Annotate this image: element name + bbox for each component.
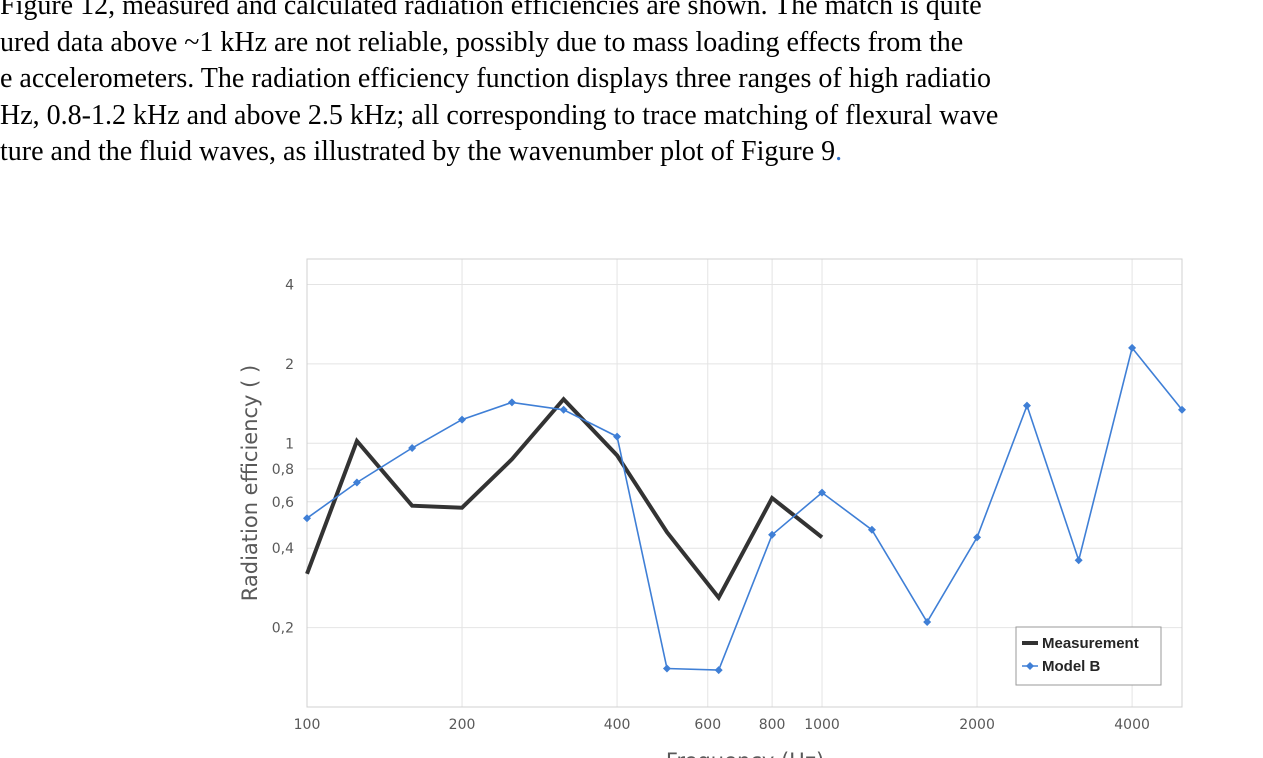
data-point-model-b-500: [662, 664, 671, 673]
y-tick-label-0-8: 0,8: [272, 462, 294, 478]
text-line-2: ured data above ~1 kHz are not reliable,…: [0, 26, 964, 58]
text-line-3: e accelerometers. The radiation efficien…: [0, 63, 992, 94]
x-tick-label-4000: 4000: [1114, 717, 1150, 733]
data-point-model-b-125: [352, 478, 361, 487]
data-point-model-b-1000: [818, 488, 827, 497]
text-line-4: Hz, 0.8-1.2 kHz and above 2.5 kHz; all c…: [0, 99, 999, 131]
legend-marker-model-b: [1026, 662, 1034, 670]
x-tick-label-400: 400: [604, 717, 631, 733]
data-point-model-b-100: [303, 514, 311, 523]
plot-area-frame: [306, 258, 1183, 708]
data-point-model-b-200: [458, 415, 467, 424]
data-point-model-b-1250: [867, 525, 876, 534]
text-line-1: Figure 12, measured and calculated radia…: [0, 0, 982, 21]
data-point-model-b-4000: [1128, 343, 1137, 352]
y-tick-label-1: 1: [285, 436, 294, 452]
data-point-model-b-5000: [1178, 405, 1186, 414]
y-tick-label-0-4: 0,4: [272, 541, 294, 557]
x-tick-label-600: 600: [694, 717, 721, 733]
data-point-model-b-800: [768, 530, 777, 539]
y-tick-label-0-6: 0,6: [272, 495, 294, 511]
data-point-model-b-3150: [1074, 556, 1083, 565]
data-point-model-b-400: [613, 432, 622, 441]
x-axis-title: Frequency (Hz): [666, 749, 824, 758]
y-tick-label-4: 4: [285, 278, 294, 294]
x-tick-label-1000: 1000: [804, 717, 840, 733]
legend-label-model-b: Model B: [1042, 658, 1100, 675]
x-tick-label-100: 100: [294, 717, 321, 733]
y-axis-title: Radiation efficiency ( ): [238, 365, 262, 601]
body-text: Figure 12, measured and calculated radia…: [0, 0, 1263, 171]
legend-box: [1015, 626, 1162, 686]
x-tick-label-200: 200: [449, 717, 476, 733]
text-line-5-body: ture and the fluid waves, as illustrated…: [0, 136, 836, 167]
chart-legend: Measurement Model B: [1015, 626, 1162, 686]
data-point-model-b-160: [408, 443, 417, 452]
x-tick-label-800: 800: [759, 717, 786, 733]
text-line-5-period: .: [835, 136, 843, 167]
data-point-model-b-250: [507, 398, 516, 407]
y-tick-label-2: 2: [285, 357, 294, 373]
series-line-measurement: [305, 396, 824, 602]
y-tick-label-0-2: 0,2: [272, 621, 294, 637]
data-point-model-b-2000: [973, 533, 982, 542]
x-tick-label-2000: 2000: [959, 717, 995, 733]
legend-label-measurement: Measurement: [1042, 635, 1139, 652]
text-line-5: ture and the fluid waves, as illustrated…: [0, 134, 1263, 171]
data-point-model-b-630: [714, 666, 723, 675]
data-point-model-b-1600: [923, 618, 932, 627]
x-axis-ticks: 100 200 400 600 800 1000 2000 4000: [294, 717, 1150, 733]
data-point-model-b-2500: [1022, 401, 1031, 410]
data-point-model-b-315: [559, 405, 568, 414]
series-line-model-b: [306, 346, 1183, 671]
chart-series: [303, 343, 1186, 675]
y-axis-ticks: 0,2 0,4 0,6 0,8 1 2 4: [272, 278, 294, 637]
